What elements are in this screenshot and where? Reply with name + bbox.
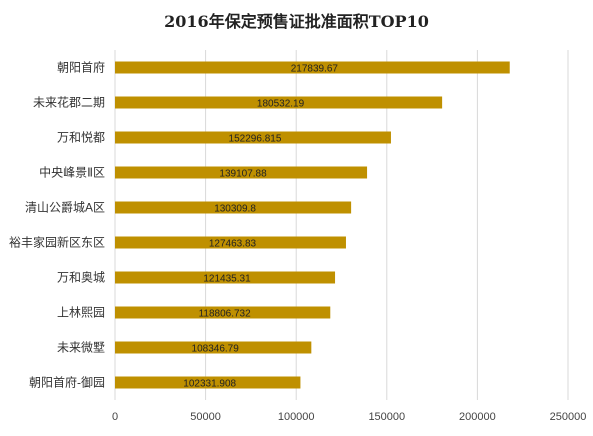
data-label: 121435.31	[203, 274, 251, 285]
data-label: 127463.83	[209, 239, 257, 250]
x-tick-label: 100000	[278, 411, 315, 423]
x-tick-label: 150000	[368, 411, 405, 423]
category-label: 朝阳首府	[57, 60, 105, 75]
data-label: 102331.908	[183, 379, 236, 390]
data-label: 217839.67	[291, 64, 339, 75]
category-label: 上林熙园	[57, 306, 105, 320]
data-label: 118806.732	[199, 309, 252, 320]
data-label: 139107.88	[219, 169, 267, 180]
category-label: 中央峰景Ⅱ区	[39, 165, 105, 180]
bar	[115, 96, 443, 109]
data-label: 180532.19	[257, 99, 305, 110]
data-label: 152296.815	[229, 134, 282, 145]
data-label: 108346.79	[192, 344, 240, 355]
category-label: 未来微墅	[57, 341, 105, 355]
bar	[115, 166, 368, 179]
bar	[115, 131, 391, 144]
category-label: 万和悦都	[57, 131, 105, 145]
category-label: 未来花郡二期	[33, 95, 105, 110]
category-label: 清山公爵城A区	[25, 201, 105, 215]
x-tick-label: 0	[112, 411, 118, 423]
bar	[115, 236, 346, 249]
x-tick-label: 250000	[550, 411, 587, 423]
chart-title: 2016年保定预售证批准面积TOP10	[164, 12, 429, 31]
bar	[115, 61, 510, 74]
category-label: 裕丰家园新区东区	[9, 235, 105, 250]
category-label: 朝阳首府-御园	[29, 375, 105, 390]
x-tick-label: 50000	[190, 411, 221, 423]
bar	[115, 341, 312, 354]
bar	[115, 306, 331, 319]
x-tick-label: 200000	[459, 411, 496, 423]
bar	[115, 201, 352, 214]
bar	[115, 271, 336, 284]
data-label: 130309.8	[214, 204, 256, 215]
bar	[115, 376, 301, 389]
category-label: 万和奥城	[57, 271, 105, 285]
